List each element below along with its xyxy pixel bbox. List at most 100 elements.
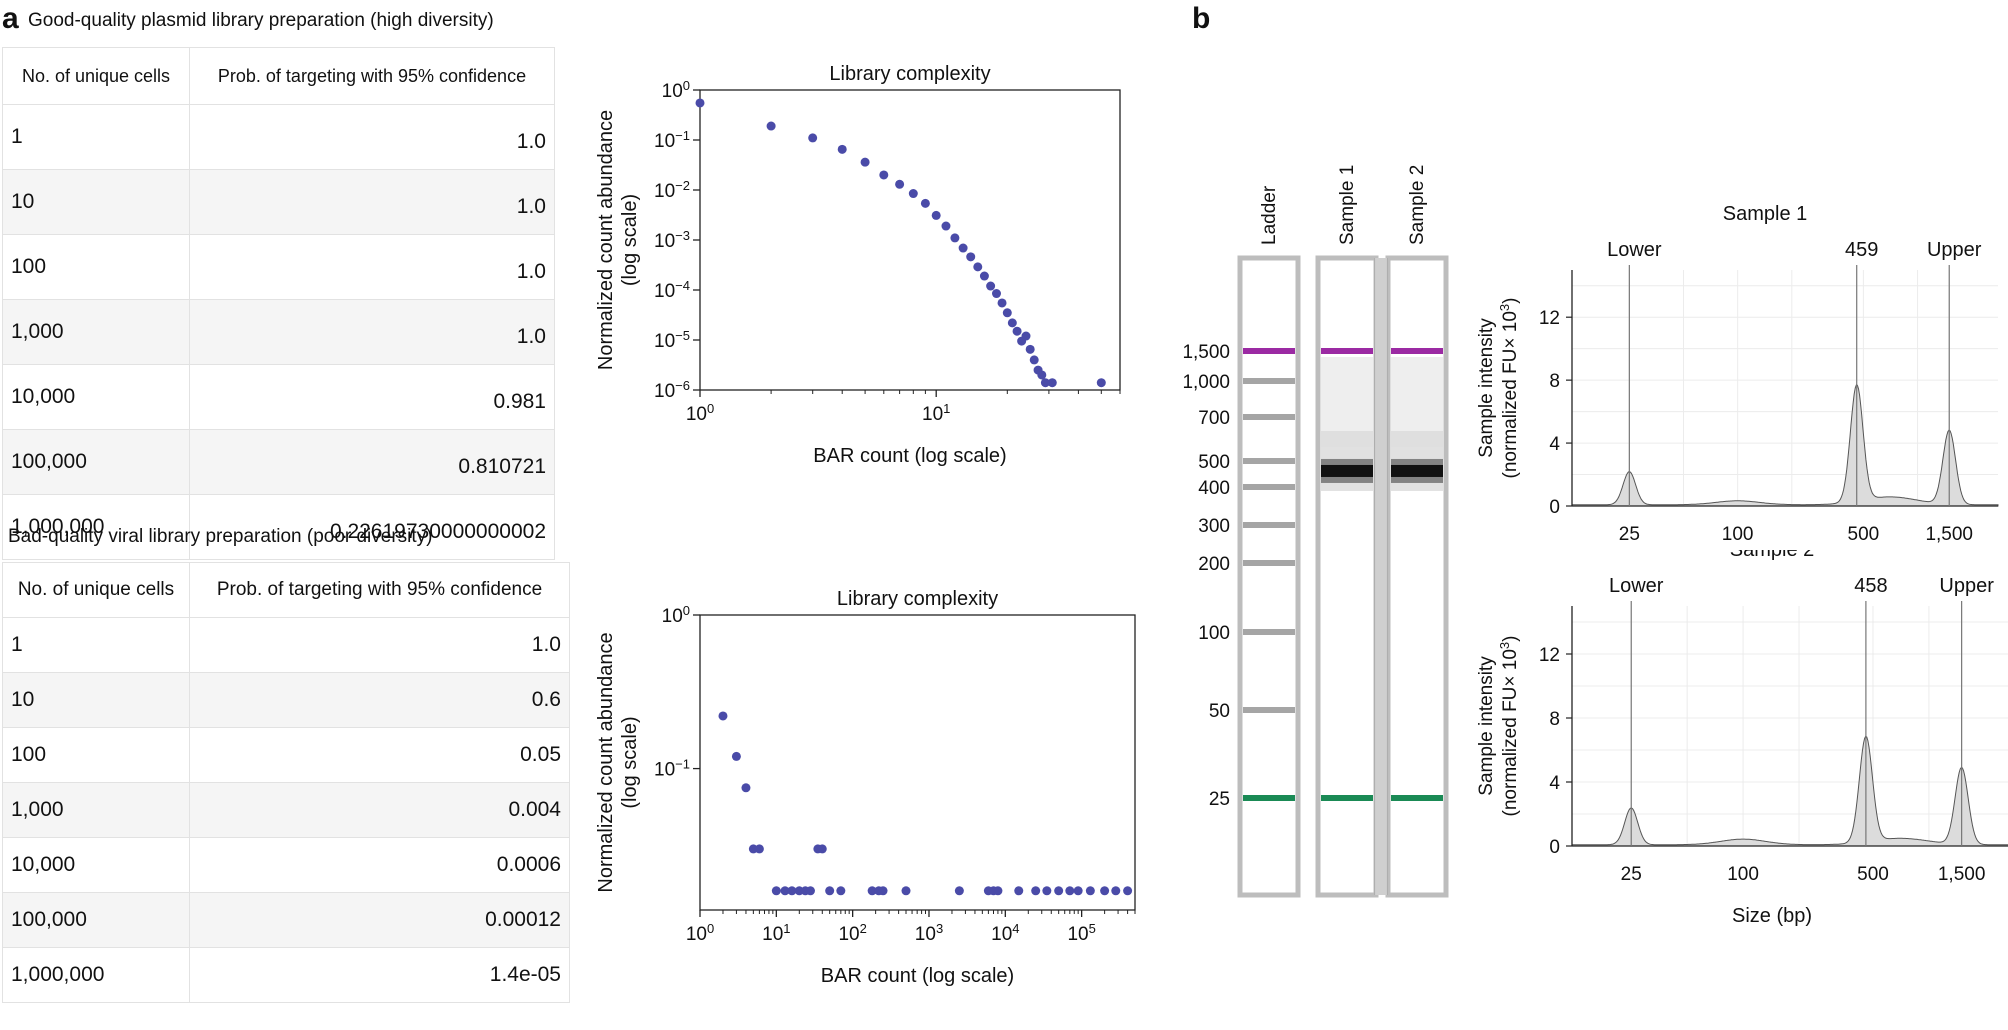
ladder-band xyxy=(1243,458,1295,464)
x-tick-label: 100 xyxy=(686,401,714,426)
data-point xyxy=(836,886,846,896)
ladder-band xyxy=(1243,522,1295,528)
size-label: 200 xyxy=(1198,554,1230,575)
data-point xyxy=(1054,886,1064,896)
svg-text:Sample intensity: Sample intensity xyxy=(1476,318,1497,458)
y-tick-label: 10−6 xyxy=(654,378,690,403)
data-point xyxy=(754,844,764,854)
data-point xyxy=(1037,370,1047,380)
table-row: 1 1.0 xyxy=(2,104,555,170)
data-point xyxy=(1031,886,1041,896)
unique-cells-cell: 10 xyxy=(2,169,190,235)
lane-divider xyxy=(1374,258,1388,895)
data-point xyxy=(1111,886,1121,896)
size-label: 50 xyxy=(1209,701,1230,722)
chart-title: Library complexity xyxy=(837,588,998,610)
x-tick-label: 101 xyxy=(762,921,790,946)
data-point xyxy=(787,886,797,896)
size-label: 500 xyxy=(1198,452,1230,473)
data-point xyxy=(1012,326,1022,336)
data-point xyxy=(997,298,1007,308)
unique-cells-cell: 100,000 xyxy=(2,892,190,948)
x-tick-label: 105 xyxy=(1067,921,1095,946)
ladder-band xyxy=(1243,560,1295,566)
data-point xyxy=(805,886,815,896)
x-axis-label: BAR count (log scale) xyxy=(813,445,1006,467)
size-label: 400 xyxy=(1198,478,1230,499)
sample-band xyxy=(1321,464,1373,477)
unique-cells-cell: 1 xyxy=(2,104,190,170)
svg-text:Normalized count abundance: Normalized count abundance xyxy=(595,632,617,892)
probability-cell: 1.0 xyxy=(189,234,555,300)
data-point xyxy=(1042,886,1052,896)
chart-title: Sample 1 xyxy=(1723,205,1808,225)
x-tick-label: 100 xyxy=(686,921,714,946)
data-point xyxy=(966,252,976,262)
marker-label: Upper xyxy=(1927,239,1982,261)
data-point xyxy=(1100,886,1110,896)
probability-cell: 1.0 xyxy=(189,617,570,673)
data-point xyxy=(979,271,989,281)
data-point xyxy=(817,844,827,854)
table1-header-cells: No. of unique cells xyxy=(2,47,190,105)
unique-cells-cell: 100 xyxy=(2,727,190,783)
data-point xyxy=(901,886,911,896)
plot-frame xyxy=(699,89,1121,391)
table2-caption: Bad-quality viral library preparation (p… xyxy=(8,526,433,547)
data-point xyxy=(1096,378,1106,388)
panel-a-label: a xyxy=(2,2,19,35)
data-point xyxy=(766,121,776,131)
y-tick-label: 10−1 xyxy=(654,756,690,781)
y-tick-label: 0 xyxy=(1549,497,1560,518)
data-point xyxy=(771,886,781,896)
size-label: 700 xyxy=(1198,408,1230,429)
data-point xyxy=(941,221,951,231)
unique-cells-cell: 1,000,000 xyxy=(2,947,190,1003)
y-tick-label: 0 xyxy=(1549,837,1560,858)
marker-label: Upper xyxy=(1939,575,1994,597)
chart-title: Library complexity xyxy=(829,63,990,85)
ladder-band xyxy=(1243,414,1295,420)
probability-cell: 0.0006 xyxy=(189,837,570,893)
data-point xyxy=(878,886,888,896)
lane-label: Ladder xyxy=(1259,185,1280,245)
probability-cell: 0.00012 xyxy=(189,892,570,948)
chart-title: Sample 2 xyxy=(1730,550,1815,561)
table-row: 10,000 0.981 xyxy=(2,364,555,430)
y-tick-label: 100 xyxy=(662,78,690,103)
marker-label: Lower xyxy=(1609,575,1664,597)
table-row: 10 0.6 xyxy=(2,672,570,728)
y-tick-label: 8 xyxy=(1549,371,1560,392)
ladder-band xyxy=(1243,378,1295,384)
probability-cell: 0.810721 xyxy=(189,429,555,495)
y-axis-label: Normalized count abundance (log scale) xyxy=(595,632,641,892)
data-point xyxy=(695,98,705,108)
svg-text:Normalized count abundance: Normalized count abundance xyxy=(595,110,617,370)
unique-cells-cell: 10,000 xyxy=(2,837,190,893)
probability-cell: 1.0 xyxy=(189,104,555,170)
data-point xyxy=(958,243,968,253)
data-point xyxy=(1021,331,1031,341)
y-tick-label: 10−4 xyxy=(654,278,690,303)
table-row: 100 0.05 xyxy=(2,727,570,783)
y-tick-label: 4 xyxy=(1549,773,1560,794)
unique-cells-cell: 10 xyxy=(2,672,190,728)
unique-cells-cell: 100 xyxy=(2,234,190,300)
y-axis-label: Normalized count abundance (log scale) xyxy=(595,110,641,370)
data-point xyxy=(991,289,1001,299)
table1: No. of unique cells Prob. of targeting w… xyxy=(2,47,555,560)
unique-cells-cell: 1 xyxy=(2,617,190,673)
upper-marker-band xyxy=(1391,348,1443,354)
y-tick-label: 10−5 xyxy=(654,328,690,353)
data-point xyxy=(954,886,964,896)
lane-label: Sample 1 xyxy=(1337,165,1358,245)
ladder-band xyxy=(1243,707,1295,713)
x-tick-label: 104 xyxy=(991,921,1019,946)
marker-label: 459 xyxy=(1845,239,1878,261)
svg-text:(normalized FU× 103): (normalized FU× 103) xyxy=(1497,636,1522,817)
x-tick-label: 500 xyxy=(1857,864,1889,885)
data-point xyxy=(1014,886,1024,896)
x-tick-label: 1,500 xyxy=(1938,864,1986,885)
data-point xyxy=(879,170,889,180)
electropherogram-sample-2: Sample 2 Lower 458 Upper 0 4 8 12 25 100 500 1,500 S… xyxy=(1476,550,2008,927)
